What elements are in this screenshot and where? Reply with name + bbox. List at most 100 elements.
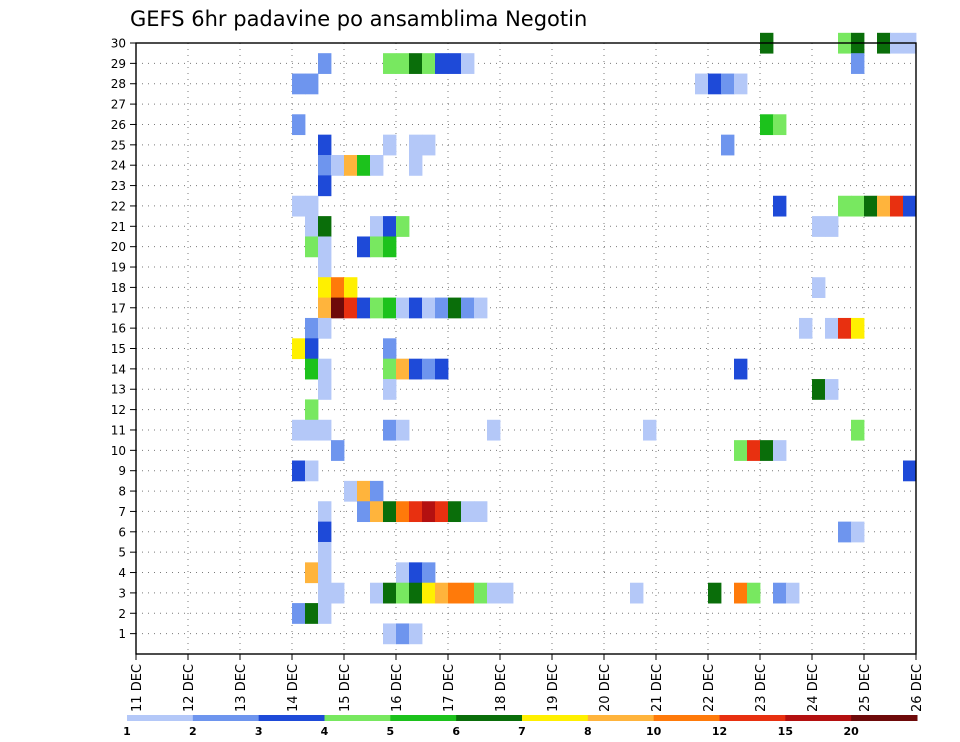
precip-cell (734, 73, 748, 95)
precip-cell (409, 134, 423, 156)
precip-cell (318, 358, 332, 380)
y-tick-label: 25 (111, 138, 126, 152)
precip-cell (318, 419, 332, 441)
y-tick-label: 20 (111, 240, 126, 254)
precip-cell (409, 623, 423, 645)
precip-cell (838, 521, 852, 543)
precip-cell (396, 358, 410, 380)
x-tick-label: 15 DEC (338, 664, 353, 712)
legend-label: 10 (646, 725, 662, 738)
precip-cell (812, 216, 826, 237)
precip-cell (357, 297, 371, 319)
precip-cell (292, 338, 306, 360)
precip-cell (318, 379, 332, 400)
precip-cell (318, 541, 332, 563)
precip-cell (773, 440, 787, 461)
precip-cell (396, 419, 410, 441)
precip-cell (630, 582, 644, 604)
precip-cell (344, 297, 358, 319)
precip-cell (851, 53, 865, 74)
precip-cell (331, 155, 345, 176)
y-tick-label: 9 (118, 464, 126, 478)
precip-cell (708, 582, 722, 604)
y-tick-label: 15 (111, 342, 126, 356)
precip-cell (318, 582, 332, 604)
y-tick-label: 1 (118, 627, 126, 641)
x-tick-label: 20 DEC (598, 664, 613, 712)
precip-cell (812, 277, 826, 298)
y-tick-label: 17 (111, 301, 126, 315)
precip-cell (305, 236, 319, 258)
precip-cell (851, 521, 865, 543)
precip-cell (318, 256, 332, 278)
legend-swatch (192, 715, 260, 721)
precip-cell (383, 582, 397, 604)
precip-cell (318, 236, 332, 258)
y-tick-label: 21 (111, 220, 126, 234)
legend-label: 5 (387, 725, 395, 738)
legend-label: 20 (844, 725, 860, 738)
precip-cell (370, 297, 384, 319)
legend-label: 1 (123, 725, 131, 738)
precip-cell (422, 562, 436, 584)
precip-cell (370, 236, 384, 258)
precip-cell (448, 53, 462, 74)
precip-cell (370, 582, 384, 604)
y-tick-label: 22 (111, 199, 126, 213)
precip-cell (851, 195, 865, 217)
grid-lines (135, 42, 917, 654)
precip-cell (903, 195, 917, 217)
precip-cell (318, 603, 332, 624)
y-tick-label: 11 (111, 423, 126, 437)
x-tick-label: 21 DEC (650, 664, 665, 712)
y-tick-label: 16 (111, 322, 126, 336)
y-tick-label: 23 (111, 179, 126, 193)
precip-cell (825, 317, 839, 339)
precip-cell (292, 603, 306, 624)
precip-cell (383, 623, 397, 645)
precip-cell (305, 562, 319, 584)
precip-cell (474, 501, 488, 523)
y-tick-label: 19 (111, 261, 126, 275)
precip-cell (409, 53, 423, 74)
precip-cell (877, 195, 891, 217)
y-tick-label: 24 (111, 159, 126, 173)
y-tick-label: 29 (111, 57, 126, 71)
precip-cell (357, 236, 371, 258)
precip-cell (292, 460, 306, 482)
precip-cell (747, 582, 761, 604)
precip-cell (396, 297, 410, 319)
precip-cell (409, 562, 423, 584)
y-axis-ticks: 1234567891011121314151617181920212223242… (111, 37, 136, 641)
precip-cell (825, 379, 839, 400)
precip-cell (318, 317, 332, 339)
precip-cell (318, 155, 332, 176)
legend-label: 8 (584, 725, 592, 738)
precip-cell (318, 562, 332, 584)
legend-swatch (719, 715, 786, 721)
y-tick-label: 26 (111, 118, 126, 132)
precip-cell (474, 297, 488, 319)
precip-cell (370, 501, 384, 523)
precip-cell (318, 277, 332, 298)
precip-cell (487, 419, 501, 441)
legend-label: 2 (189, 725, 197, 738)
x-tick-label: 25 DEC (858, 664, 873, 712)
precip-cell (487, 582, 501, 604)
precip-cell (305, 216, 319, 237)
legend-label: 6 (452, 725, 460, 738)
precip-cell (643, 419, 657, 441)
precip-cell (734, 440, 748, 461)
precip-cell (383, 379, 397, 400)
x-tick-label: 16 DEC (390, 664, 405, 712)
precip-cell (435, 358, 449, 380)
precip-cell (331, 440, 345, 461)
x-tick-label: 12 DEC (182, 664, 197, 712)
precip-cell (448, 501, 462, 523)
precip-cell (747, 440, 761, 461)
precip-cell (318, 297, 332, 319)
precip-cell (903, 460, 917, 482)
precip-cell (448, 582, 462, 604)
precip-cell (422, 358, 436, 380)
y-tick-label: 3 (118, 586, 126, 600)
